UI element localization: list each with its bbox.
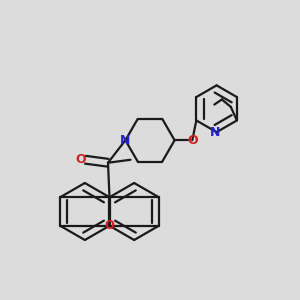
Text: N: N	[210, 126, 220, 139]
Text: O: O	[76, 153, 86, 166]
Text: O: O	[187, 134, 198, 147]
Text: N: N	[120, 134, 130, 147]
Text: O: O	[104, 219, 115, 232]
